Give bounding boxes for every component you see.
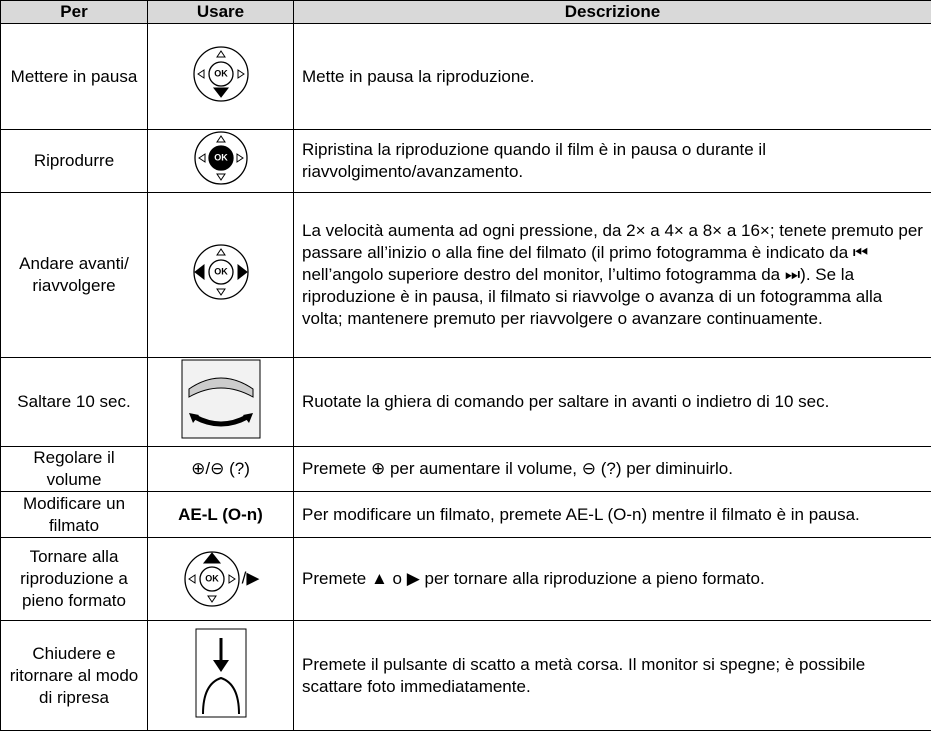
icon-text: OK — [214, 152, 228, 162]
row: Mettere in pausa OK Mette in pausa la ri… — [1, 24, 931, 130]
per-cell: Tornare alla riproduzione a pieno format… — [1, 538, 148, 621]
descrizione-cell: Ripristina la riproduzione quando il fil… — [294, 130, 931, 193]
row: Modificare un filmato AE-L (O-n) Per mod… — [1, 492, 931, 538]
per-cell: Regolare il volume — [1, 447, 148, 492]
descrizione-cell: Premete ▲ o ▶ per tornare alla riproduzi… — [294, 538, 931, 621]
header-cell: Usare — [148, 1, 294, 24]
icon-text: OK — [214, 68, 228, 78]
descrizione-cell: Premete ⊕ per aumentare il volume, ⊖ (?)… — [294, 447, 931, 492]
row: Saltare 10 sec. Ruotate la ghiera di com… — [1, 358, 931, 447]
row: Regolare il volume ⊕/⊖ (?) Premete ⊕ per… — [1, 447, 931, 492]
header-cell: Descrizione — [294, 1, 931, 24]
multi-selector-icon: OK — [191, 44, 251, 104]
row: Tornare alla riproduzione a pieno format… — [1, 538, 931, 621]
usare-cell: OK — [148, 24, 294, 130]
per-cell: Saltare 10 sec. — [1, 358, 148, 447]
shutter-icon — [195, 628, 247, 718]
multi-selector-icon: OK — [191, 242, 251, 302]
header-row: Per Usare Descrizione — [1, 1, 931, 24]
usare-cell: OK /▶ — [148, 538, 294, 621]
descrizione-cell: Ruotate la ghiera di comando per saltare… — [294, 358, 931, 447]
descrizione-cell: Per modificare un filmato, premete AE-L … — [294, 492, 931, 538]
usare-cell — [148, 621, 294, 731]
per-cell: Modificare un filmato — [1, 492, 148, 538]
usare-cell: ⊕/⊖ (?) — [148, 447, 294, 492]
usare-cell: OK — [148, 130, 294, 193]
descrizione-cell: La velocità aumenta ad ogni pressione, d… — [294, 193, 931, 358]
header-cell: Per — [1, 1, 148, 24]
icon-text: OK — [214, 266, 228, 276]
per-cell: Riprodurre — [1, 130, 148, 193]
multi-selector-icon: OK — [191, 130, 251, 186]
descrizione-cell: Mette in pausa la riproduzione. — [294, 24, 931, 130]
usare-cell: OK — [148, 193, 294, 358]
row: Chiudere e ritornare al modo di ripresa … — [1, 621, 931, 731]
multi-selector-icon: OK — [182, 549, 242, 609]
per-cell: Chiudere e ritornare al modo di ripresa — [1, 621, 148, 731]
usare-cell: AE-L (O-n) — [148, 492, 294, 538]
descrizione-cell: Premete il pulsante di scatto a metà cor… — [294, 621, 931, 731]
icon-text: OK — [205, 573, 219, 583]
row: Riprodurre OK Ripristina la riproduzione… — [1, 130, 931, 193]
usare-text: /▶ — [242, 568, 260, 587]
per-cell: Andare avanti/ riavvolgere — [1, 193, 148, 358]
usare-cell — [148, 358, 294, 447]
per-cell: Mettere in pausa — [1, 24, 148, 130]
dial-icon — [181, 359, 261, 439]
row: Andare avanti/ riavvolgere OK La velocit… — [1, 193, 931, 358]
